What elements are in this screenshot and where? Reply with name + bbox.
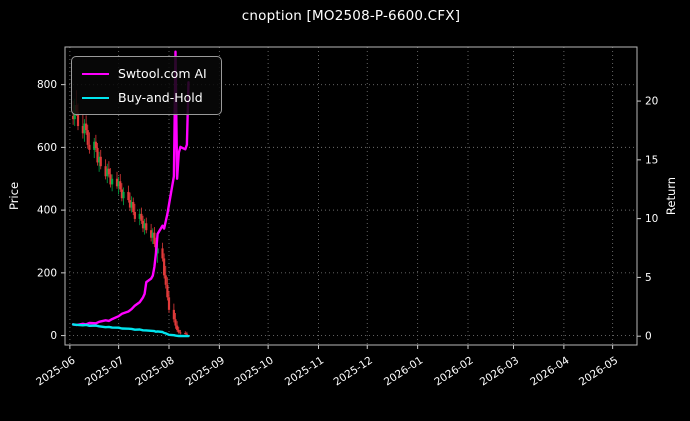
svg-text:2026-01: 2026-01 bbox=[382, 354, 425, 388]
legend-label-ai: Swtool.com AI bbox=[118, 66, 207, 81]
svg-text:15: 15 bbox=[645, 154, 658, 166]
svg-text:2026-04: 2026-04 bbox=[528, 354, 572, 388]
legend-item-ai: Swtool.com AI bbox=[82, 66, 207, 81]
svg-text:0: 0 bbox=[645, 331, 652, 343]
svg-text:800: 800 bbox=[37, 79, 57, 91]
svg-text:600: 600 bbox=[37, 142, 57, 154]
legend-label-buyhold: Buy-and-Hold bbox=[118, 90, 203, 105]
svg-text:2025-09: 2025-09 bbox=[184, 354, 227, 388]
svg-text:200: 200 bbox=[37, 267, 57, 279]
chart-title: cnoption [MO2508-P-6600.CFX] bbox=[241, 8, 461, 24]
right-axis-label: Return bbox=[664, 176, 678, 216]
ai-line-swatch bbox=[82, 72, 109, 75]
svg-text:2026-05: 2026-05 bbox=[577, 354, 620, 388]
svg-text:10: 10 bbox=[645, 213, 658, 225]
svg-text:2025-10: 2025-10 bbox=[232, 354, 275, 388]
buyhold-line-swatch bbox=[82, 96, 109, 99]
legend-item-buyhold: Buy-and-Hold bbox=[82, 90, 207, 105]
svg-text:0: 0 bbox=[50, 330, 57, 342]
svg-text:2026-02: 2026-02 bbox=[432, 354, 475, 388]
svg-text:2026-03: 2026-03 bbox=[478, 354, 521, 388]
svg-text:2025-06: 2025-06 bbox=[34, 354, 78, 388]
svg-text:5: 5 bbox=[645, 272, 652, 284]
svg-text:2025-07: 2025-07 bbox=[83, 354, 126, 388]
svg-text:400: 400 bbox=[37, 205, 57, 217]
left-axis-label: Price bbox=[7, 181, 21, 211]
legend: Swtool.com AI Buy-and-Hold bbox=[71, 56, 222, 115]
svg-text:2025-11: 2025-11 bbox=[283, 354, 326, 388]
svg-text:2025-12: 2025-12 bbox=[332, 354, 375, 388]
svg-text:20: 20 bbox=[645, 96, 658, 108]
svg-text:2025-08: 2025-08 bbox=[133, 354, 176, 388]
